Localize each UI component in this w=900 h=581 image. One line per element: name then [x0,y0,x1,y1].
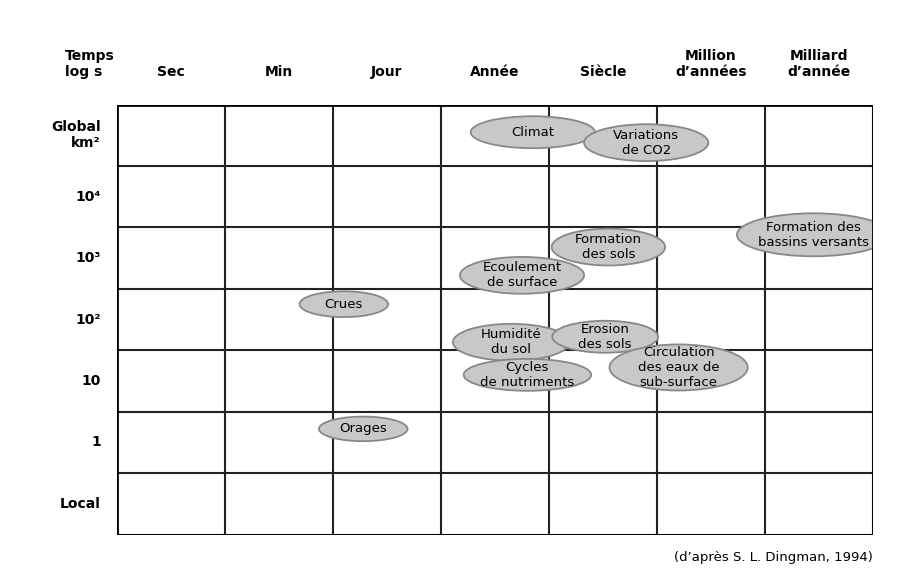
Ellipse shape [609,345,748,390]
Text: Cycles
de nutriments: Cycles de nutriments [481,361,574,389]
Text: Min: Min [265,65,293,79]
Text: Sec: Sec [158,65,184,79]
Text: Temps
log s: Temps log s [65,49,115,79]
Ellipse shape [737,213,890,256]
Ellipse shape [553,321,658,353]
Text: 1: 1 [91,435,101,449]
Ellipse shape [319,417,408,441]
Text: 10³: 10³ [76,251,101,265]
Ellipse shape [460,257,584,294]
Ellipse shape [453,324,570,361]
Text: Humidité
du sol: Humidité du sol [481,328,542,356]
Text: 10²: 10² [76,313,101,327]
Text: Siècle: Siècle [580,65,626,79]
Text: Climat: Climat [511,125,554,139]
Ellipse shape [552,229,665,266]
Text: Formation des
bassins versants: Formation des bassins versants [758,221,869,249]
Text: Million
d’années: Million d’années [675,49,747,79]
Ellipse shape [471,116,595,148]
Text: Jour: Jour [371,65,403,79]
Text: Variations
de CO2: Variations de CO2 [613,128,680,157]
Ellipse shape [584,124,708,161]
Ellipse shape [300,291,388,317]
Text: Formation
des sols: Formation des sols [575,233,642,261]
Text: Global
km²: Global km² [51,120,101,150]
Ellipse shape [464,359,591,391]
Text: Ecoulement
de surface: Ecoulement de surface [482,261,562,289]
Text: Crues: Crues [325,297,363,311]
Text: Erosion
des sols: Erosion des sols [579,323,632,351]
Text: Milliard
d’année: Milliard d’année [788,49,850,79]
Text: Année: Année [470,65,520,79]
Text: 10: 10 [81,374,101,388]
Text: Circulation
des eaux de
sub-surface: Circulation des eaux de sub-surface [638,346,719,389]
Text: 10⁴: 10⁴ [76,190,101,204]
Text: (d’après S. L. Dingman, 1994): (d’après S. L. Dingman, 1994) [674,551,873,564]
Text: Orages: Orages [339,422,387,435]
Text: Local: Local [60,497,101,511]
